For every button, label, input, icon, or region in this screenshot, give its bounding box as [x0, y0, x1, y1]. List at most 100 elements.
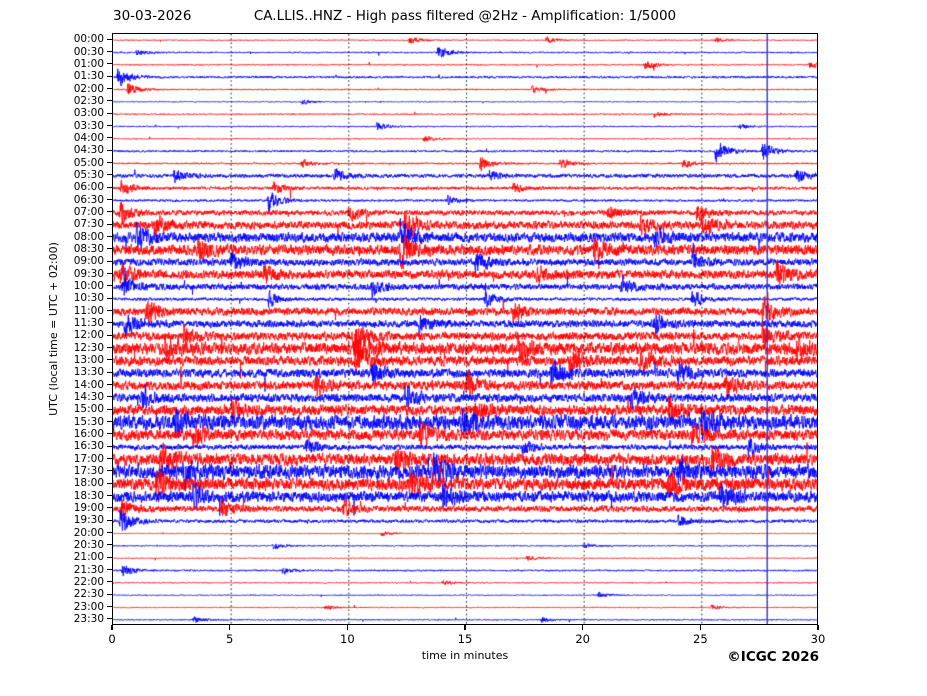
x-tick-label: 10: [340, 632, 355, 646]
seismogram-traces-canvas[interactable]: [113, 34, 817, 624]
x-tick-mark: [346, 625, 348, 630]
y-tick-mark: [107, 248, 112, 250]
y-tick-mark: [107, 161, 112, 164]
y-tick-mark: [107, 507, 112, 509]
y-tick-label: 05:00: [73, 156, 104, 169]
y-tick-label: 01:30: [73, 70, 104, 83]
y-tick-label: 09:00: [73, 255, 104, 268]
y-tick-label: 05:30: [73, 168, 104, 181]
y-tick-mark: [107, 371, 112, 373]
y-tick-label: 17:30: [73, 464, 104, 477]
y-tick-mark: [107, 556, 112, 558]
y-tick-mark: [107, 568, 112, 571]
y-tick-label: 10:30: [73, 292, 104, 305]
y-tick-mark: [107, 420, 112, 423]
x-tick-label: 25: [693, 632, 708, 646]
y-tick-mark: [107, 149, 112, 151]
y-tick-mark: [107, 75, 112, 77]
x-tick-label: 0: [108, 632, 116, 646]
x-tick-mark: [464, 625, 466, 630]
y-tick-mark: [107, 272, 112, 275]
y-tick-label: 22:30: [73, 588, 104, 601]
x-tick-label: 30: [810, 632, 826, 646]
y-tick-mark: [107, 38, 112, 40]
y-tick-mark: [107, 137, 112, 139]
y-tick-mark: [107, 309, 112, 312]
y-tick-label: 04:30: [73, 144, 104, 157]
x-tick-label: 5: [225, 632, 234, 646]
y-tick-label: 04:00: [73, 131, 104, 144]
y-tick-mark: [107, 223, 112, 225]
y-axis-ticks: 00:00 00:30 01:00 01:30 02:00 02:30 03:00 03:30…: [0, 0, 104, 696]
y-tick-mark: [107, 544, 112, 546]
x-tick-mark: [111, 625, 113, 630]
y-tick-mark: [107, 494, 112, 497]
y-tick-mark: [107, 482, 112, 484]
y-tick-label: 23:00: [73, 600, 104, 613]
y-tick-label: 13:30: [73, 366, 104, 379]
y-tick-mark: [107, 618, 112, 620]
y-tick-label: 07:30: [73, 218, 104, 231]
y-tick-mark: [107, 408, 112, 410]
y-tick-label: 11:00: [73, 304, 104, 317]
x-tick-mark: [699, 625, 701, 630]
y-tick-mark: [107, 124, 112, 127]
y-tick-label: 03:00: [73, 107, 104, 120]
x-tick-mark: [817, 625, 819, 630]
y-tick-label: 13:00: [73, 353, 104, 366]
y-tick-label: 23:30: [73, 612, 104, 625]
x-tick-label: 15: [457, 632, 473, 646]
y-tick-mark: [107, 396, 112, 398]
y-tick-mark: [107, 581, 112, 583]
y-tick-mark: [107, 445, 112, 447]
y-tick-label: 16:30: [73, 440, 104, 453]
y-tick-label: 03:30: [73, 119, 104, 132]
y-tick-label: 08:00: [73, 230, 104, 243]
y-tick-label: 18:30: [73, 489, 104, 502]
y-tick-mark: [107, 322, 112, 324]
y-tick-label: 00:30: [73, 45, 104, 58]
y-tick-label: 19:30: [73, 514, 104, 527]
y-tick-mark: [107, 198, 112, 201]
y-tick-label: 14:00: [73, 378, 104, 391]
y-tick-mark: [107, 457, 112, 460]
y-tick-label: 02:00: [73, 82, 104, 95]
y-tick-mark: [107, 297, 112, 299]
copyright-label: ©ICGC 2026: [727, 649, 819, 665]
y-tick-label: 06:00: [73, 181, 104, 194]
y-tick-label: 09:30: [73, 267, 104, 280]
x-tick-mark: [229, 625, 231, 630]
x-tick-label: 20: [575, 632, 590, 646]
y-tick-label: 12:00: [73, 329, 104, 342]
y-tick-mark: [107, 235, 112, 238]
y-tick-label: 22:00: [73, 575, 104, 588]
y-tick-label: 20:30: [73, 538, 104, 551]
y-tick-label: 20:00: [73, 526, 104, 539]
y-tick-label: 21:00: [73, 551, 104, 564]
y-tick-mark: [107, 260, 112, 262]
y-tick-label: 17:00: [73, 452, 104, 465]
y-tick-mark: [107, 383, 112, 386]
y-tick-mark: [107, 346, 112, 349]
x-tick-mark: [582, 625, 584, 630]
y-tick-label: 11:30: [73, 316, 104, 329]
y-tick-mark: [107, 285, 112, 287]
y-tick-mark: [107, 211, 112, 213]
y-tick-label: 06:30: [73, 193, 104, 206]
y-tick-mark: [107, 334, 112, 336]
y-tick-mark: [107, 531, 112, 534]
y-tick-mark: [107, 63, 112, 65]
y-tick-label: 07:00: [73, 205, 104, 218]
page-title: CA.LLIS..HNZ - High pass filtered @2Hz -…: [253, 8, 677, 24]
y-tick-mark: [107, 433, 112, 435]
y-tick-label: 02:30: [73, 94, 104, 107]
plot-area[interactable]: [112, 33, 818, 625]
y-tick-label: 15:00: [73, 403, 104, 416]
y-tick-mark: [107, 87, 112, 90]
y-tick-mark: [107, 593, 112, 595]
y-tick-label: 00:00: [73, 33, 104, 46]
y-tick-label: 10:00: [73, 279, 104, 292]
y-tick-mark: [107, 112, 112, 114]
x-axis-label: time in minutes: [421, 649, 509, 662]
